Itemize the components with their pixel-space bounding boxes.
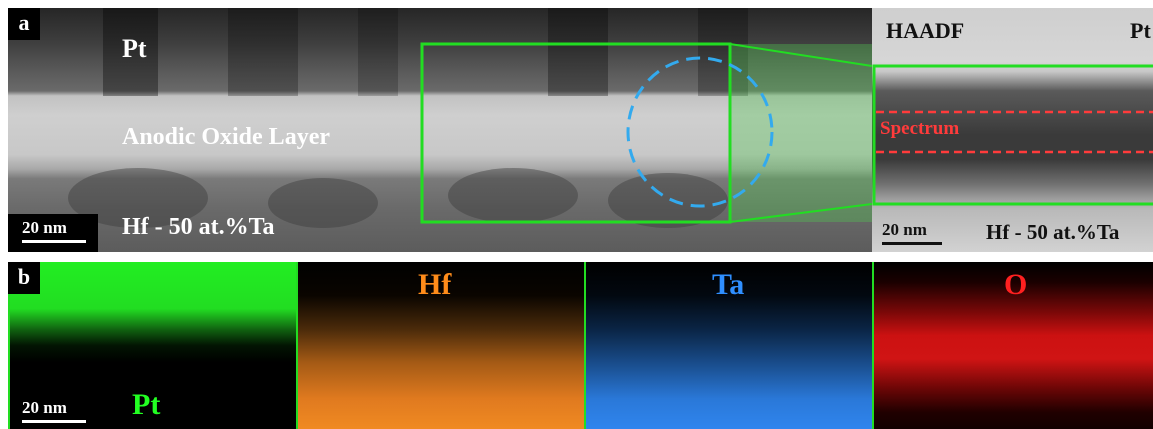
scale-bar-label: 20 nm <box>22 218 67 237</box>
pt-grain-column <box>358 8 398 96</box>
ta-map <box>586 262 872 429</box>
haadf-scale-label: 20 nm <box>882 220 927 239</box>
zoom-connector-bottom <box>729 203 872 223</box>
panel-label-a: a <box>8 8 40 40</box>
eds-scale-label: 20 nm <box>22 398 67 417</box>
pt-grain-column <box>698 8 748 96</box>
scale-bar-box <box>8 214 98 252</box>
spectrum-label: Spectrum <box>880 118 960 139</box>
substrate-grain <box>268 178 378 228</box>
pt-map-label: Pt <box>132 388 161 421</box>
pt-grain-column <box>548 8 608 96</box>
hf-map-label: Hf <box>418 268 452 301</box>
substrate-grain <box>608 173 728 228</box>
substrate-label: Hf - 50 at.%Ta <box>122 214 275 240</box>
zoom-highlight-region <box>730 44 872 222</box>
tem-bright-field-image: a Pt Anodic Oxide Layer Hf - 50 at.%Ta 2… <box>8 8 872 252</box>
pt-grain-column <box>103 8 158 96</box>
haadf-overlay <box>872 64 1153 206</box>
haadf-scale-bar <box>882 242 942 245</box>
region-circle <box>626 56 774 208</box>
panel-label-b: b <box>8 262 40 294</box>
zoom-box <box>420 42 732 224</box>
substrate-grain <box>448 168 578 223</box>
pt-label: Pt <box>122 34 147 63</box>
panel-a-overlay <box>420 42 872 224</box>
tem-background <box>8 8 872 252</box>
hf-map <box>298 262 584 429</box>
haadf-title: HAADF <box>886 18 965 43</box>
haadf-substrate-label: Hf - 50 at.%Ta <box>986 220 1120 244</box>
haadf-background <box>872 8 1153 252</box>
o-map-label: O <box>1004 268 1028 301</box>
ta-map-label: Ta <box>712 268 745 301</box>
scale-bar <box>22 240 86 243</box>
eds-scale-bar <box>22 420 86 423</box>
haadf-image: HAADF Pt Spectrum 20 nm Hf - 50 at.%Ta <box>872 8 1153 252</box>
oxide-layer-label: Anodic Oxide Layer <box>122 124 330 150</box>
pt-grain-column <box>228 8 298 96</box>
eds-maps: b Pt Hf Ta O 20 nm <box>8 262 1153 429</box>
zoom-connector-top <box>729 43 872 67</box>
panel-b-frames <box>8 262 874 429</box>
pt-map <box>8 262 296 429</box>
haadf-box <box>872 64 1153 206</box>
o-map <box>874 262 1153 429</box>
haadf-pt-label: Pt <box>1130 18 1151 43</box>
